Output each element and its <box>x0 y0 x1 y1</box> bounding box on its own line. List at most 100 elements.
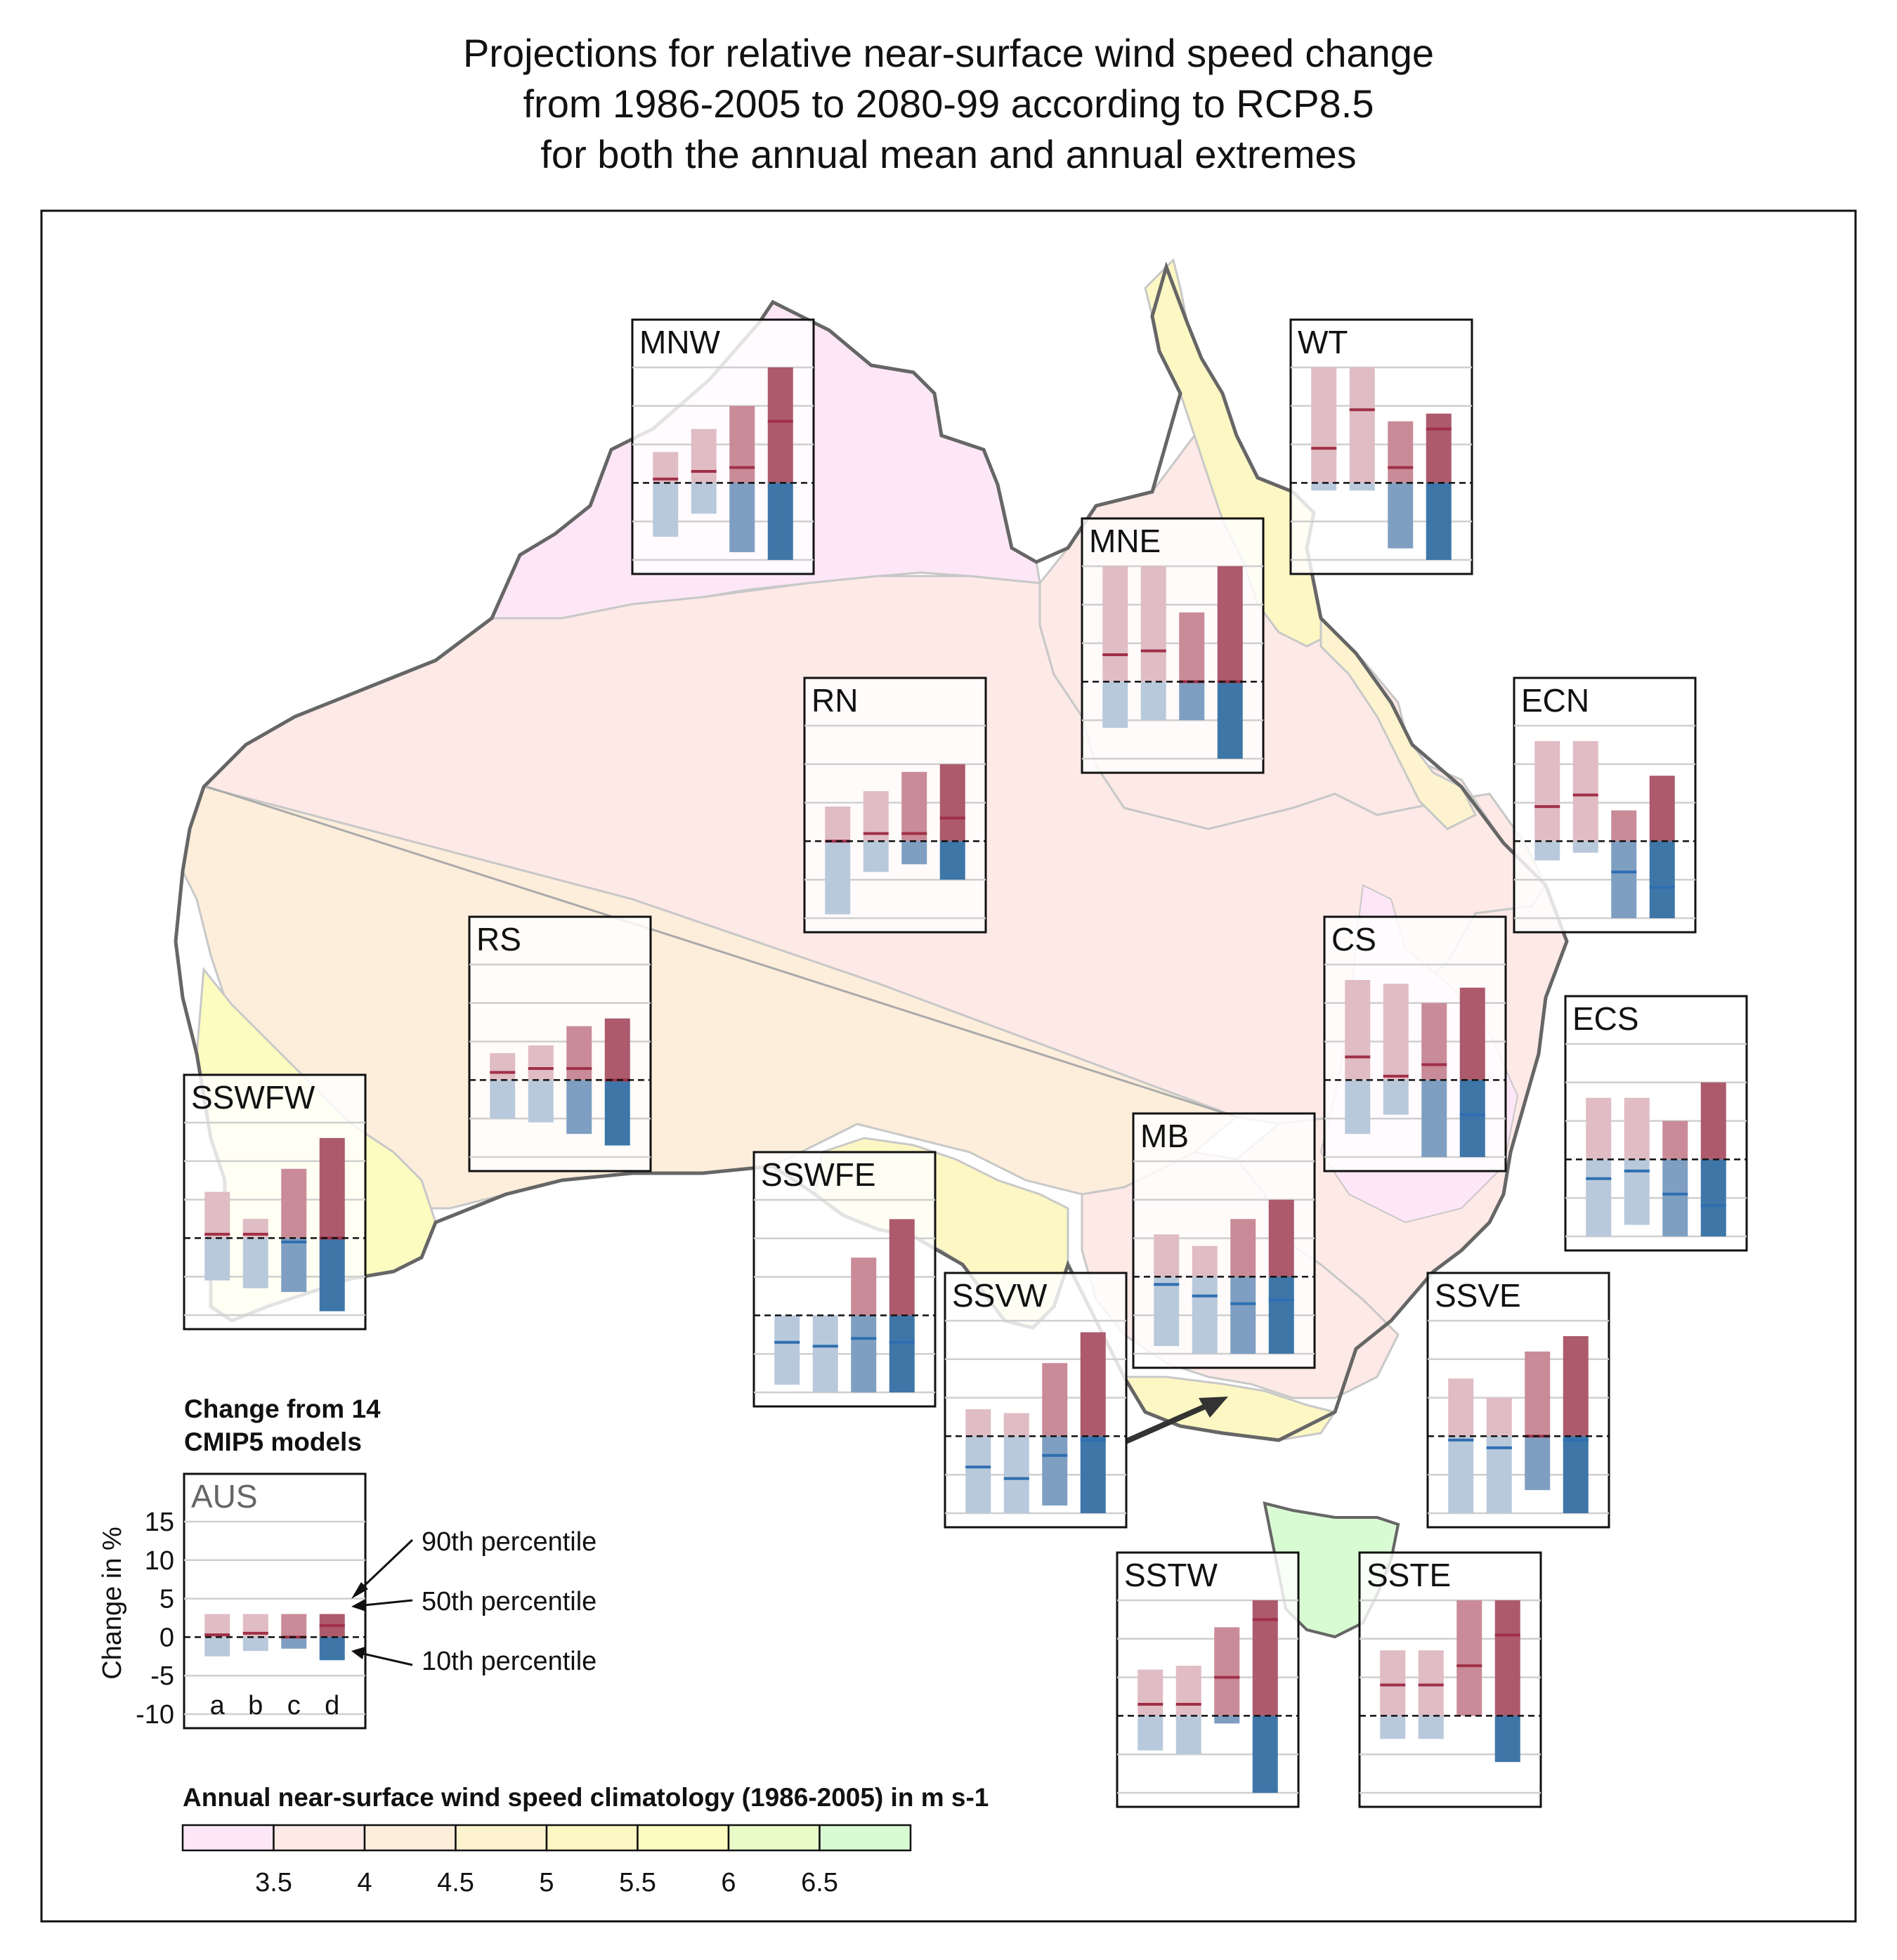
bar-upper-c <box>281 1614 307 1638</box>
panel-title: RS <box>476 921 521 958</box>
bar-upper-c <box>1214 1627 1240 1716</box>
bar-upper-d <box>1217 566 1243 682</box>
panel-title: AUS <box>191 1478 258 1515</box>
bar-lower-c <box>281 1238 307 1293</box>
panel-title: ECN <box>1521 682 1589 719</box>
bar-lower-d <box>1649 841 1675 918</box>
ytick-label: 15 <box>145 1508 174 1537</box>
bar-lower-d <box>767 483 793 560</box>
bar-upper-a <box>1586 1097 1612 1160</box>
panel-ssve: SSVE <box>1426 1272 1610 1529</box>
bar-upper-b <box>1418 1650 1444 1716</box>
bar-lower-a <box>1448 1436 1474 1513</box>
panel-title: MNE <box>1089 523 1161 559</box>
bar-lower-b <box>242 1238 268 1288</box>
colorbar-tick-label: 6 <box>721 1868 736 1897</box>
panel-rs: RS <box>468 915 652 1172</box>
bar-lower-d <box>1080 1436 1106 1513</box>
colorbar-ticks: 3.5 4 4.5 5 5.5 6 6.5 <box>255 1868 838 1897</box>
bar-upper-a <box>1102 566 1128 682</box>
panel-ecs: ECS <box>1564 995 1748 1252</box>
colorbar: Annual near-surface wind speed climatolo… <box>181 1783 989 1897</box>
bar-upper-b <box>691 429 717 483</box>
title-line-2: from 1986-2005 to 2080-99 according to R… <box>523 81 1374 126</box>
bar-upper-c <box>1456 1600 1482 1716</box>
bar-upper-b <box>1003 1413 1029 1437</box>
bar-upper-d <box>1494 1600 1520 1716</box>
bar-lower-c <box>1214 1716 1240 1724</box>
bar-upper-c <box>1611 810 1637 842</box>
bar-lower-b <box>1624 1159 1650 1225</box>
bar-lower-a <box>965 1436 991 1513</box>
colorbar-title: Annual near-surface wind speed climatolo… <box>183 1783 989 1812</box>
panel-title: CS <box>1331 921 1376 958</box>
ytick-label: -10 <box>136 1700 174 1730</box>
bar-lower-d <box>604 1080 630 1146</box>
bar-lower-c <box>1662 1159 1688 1236</box>
bar-lower-c <box>851 1315 877 1392</box>
bar-lower-d <box>1700 1159 1726 1236</box>
bar-upper-d <box>1268 1199 1294 1277</box>
bar-lower-b <box>863 841 889 873</box>
bar-upper-a <box>204 1614 230 1638</box>
bar-upper-a <box>1448 1378 1474 1437</box>
bar-upper-c <box>1042 1363 1068 1437</box>
panel-title: MB <box>1140 1118 1189 1154</box>
bar-lower-a <box>774 1315 800 1385</box>
bar-upper-c <box>1388 421 1414 483</box>
bar-upper-a <box>1137 1669 1163 1716</box>
panel-mnw: MNW <box>631 318 815 575</box>
bar-upper-d <box>1649 776 1675 842</box>
colorbar-cell <box>181 1824 275 1852</box>
bar-upper-b <box>1192 1246 1218 1277</box>
bar-upper-d <box>1459 987 1485 1080</box>
mb-pointer-arrow <box>1124 1397 1228 1444</box>
bar-upper-d <box>767 367 793 483</box>
bar-lower-b <box>528 1080 554 1123</box>
colorbar-tick-label: 6.5 <box>801 1868 838 1897</box>
bar-lower-c <box>1421 1080 1447 1157</box>
bar-upper-c <box>1662 1121 1688 1160</box>
xtick-label: d <box>325 1691 339 1720</box>
bar-lower-b <box>242 1637 268 1652</box>
bar-upper-d <box>1563 1335 1589 1437</box>
bar-lower-b <box>1418 1716 1444 1739</box>
bar-lower-d <box>1494 1716 1520 1763</box>
bar-upper-a <box>1345 979 1371 1080</box>
bar-lower-b <box>1572 841 1598 853</box>
bar-upper-d <box>1080 1332 1106 1437</box>
panel-title: SSVE <box>1435 1277 1521 1314</box>
ytick-label: -5 <box>150 1661 174 1691</box>
bar-lower-a <box>1102 681 1128 729</box>
bar-upper-c <box>281 1168 307 1239</box>
panel-title: SSWFE <box>761 1156 876 1193</box>
bar-lower-c <box>1179 681 1205 721</box>
panel-sste: SSTE <box>1358 1551 1542 1808</box>
panel-title: ECS <box>1572 1000 1639 1037</box>
ytick-label: 5 <box>159 1585 174 1614</box>
panel-sswfe: SSWFE <box>752 1151 937 1408</box>
colorbar-cell <box>455 1824 548 1852</box>
bar-lower-b <box>1192 1276 1218 1354</box>
panel-mne: MNE <box>1081 517 1265 774</box>
ytick-label: 0 <box>159 1623 174 1652</box>
colorbar-tick-label: 4 <box>357 1868 372 1897</box>
bar-lower-a <box>1380 1716 1406 1739</box>
bar-upper-d <box>889 1219 915 1316</box>
bar-lower-d <box>1563 1436 1589 1513</box>
bar-lower-b <box>1383 1080 1409 1115</box>
panel-sswfw: SSWFW <box>183 1073 367 1331</box>
panel-wt: WT <box>1289 318 1473 575</box>
colorbar-cell <box>545 1824 639 1852</box>
p50-label: 50th percentile <box>422 1587 597 1616</box>
bar-lower-d <box>1268 1276 1294 1354</box>
bar-lower-b <box>691 483 717 514</box>
aus-yticks: 15 10 5 0 -5 -10 <box>136 1508 174 1730</box>
panel-title: MNW <box>639 324 721 360</box>
panel-title: SSVW <box>952 1277 1048 1314</box>
bar-upper-b <box>1486 1397 1512 1437</box>
bar-upper-c <box>1230 1219 1256 1277</box>
bar-lower-d <box>889 1315 915 1392</box>
panel-rn: RN <box>803 677 987 934</box>
